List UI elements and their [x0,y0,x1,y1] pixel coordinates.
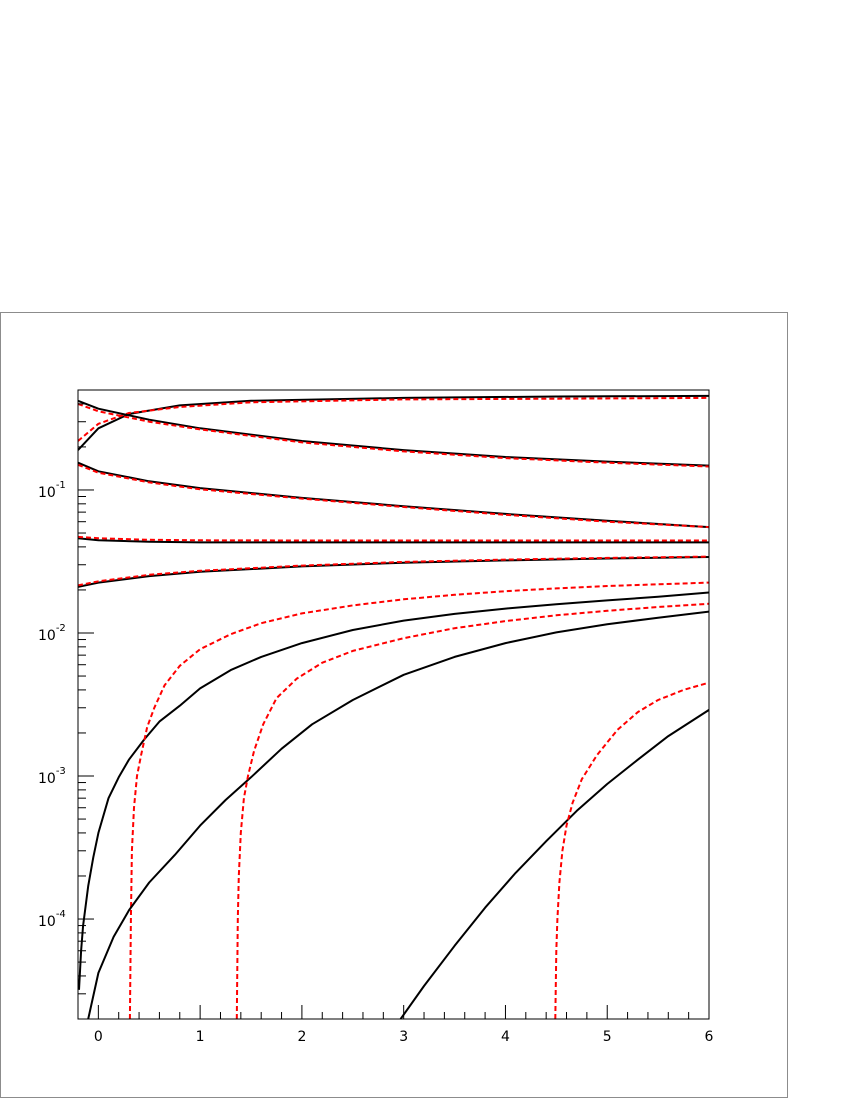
x-tick-label: 2 [297,1029,306,1045]
dashed-series-4 [78,402,709,468]
plot-area [77,389,710,1020]
solid-series-7 [78,537,709,544]
x-tick-label: 1 [196,1029,205,1045]
solid-series-11 [78,591,709,990]
x-tick-label: 5 [603,1029,612,1045]
solid-series-3 [78,399,709,467]
dashed-series-16 [554,681,709,1019]
y-tick-label: 10-2 [38,623,66,644]
series-layer [78,394,709,1019]
dashed-series-12 [128,581,709,1019]
solid-series-5 [78,461,709,529]
dashed-series-6 [78,463,709,529]
x-tick-label: 0 [94,1029,103,1045]
x-tick-label: 3 [399,1029,408,1045]
y-tick-label: 10-4 [38,909,66,930]
y-tick-labels: 10-4 10-3 10-2 10-1 [38,480,66,930]
x-tick-labels: 0 1 2 3 4 5 6 [94,1029,714,1045]
x-tick-label: 6 [705,1029,714,1045]
solid-series-15 [399,709,709,1019]
solid-series-1 [78,394,709,451]
y-tick-label: 10-3 [38,766,66,787]
x-tick-label: 4 [501,1029,510,1045]
tick-layer [77,389,710,1020]
dashed-series-10 [78,555,709,587]
solid-series-13 [87,610,709,1019]
dashed-series-8 [78,535,709,542]
y-tick-label: 10-1 [38,480,66,501]
dashed-series-14 [235,602,709,1019]
dashed-series-2 [78,396,709,442]
